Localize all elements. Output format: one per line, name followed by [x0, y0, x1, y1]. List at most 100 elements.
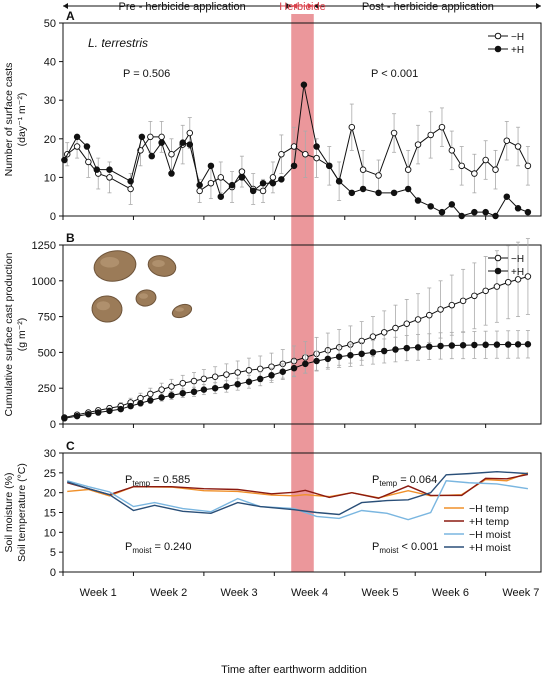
- data-point-open: [348, 123, 356, 131]
- earthworm-cast-highlight: [139, 293, 148, 299]
- data-point-filled: [438, 208, 446, 216]
- series-line-plus-moist: [67, 470, 528, 516]
- legend-label: −H moist: [469, 529, 511, 541]
- data-point-open: [514, 143, 522, 150]
- data-point-filled: [127, 178, 134, 185]
- data-point-open: [359, 166, 367, 173]
- data-point-open: [414, 141, 422, 148]
- data-point-filled: [94, 409, 102, 416]
- data-point-filled: [493, 341, 501, 348]
- y-tick-label: 750: [38, 312, 56, 324]
- data-point-filled: [392, 346, 399, 353]
- data-point-filled: [300, 81, 308, 89]
- stat-label: Pmoist < 0.001: [372, 541, 439, 555]
- data-point-open: [256, 365, 264, 373]
- data-point-filled: [207, 162, 215, 170]
- data-point-open: [168, 383, 175, 390]
- data-point-filled: [503, 193, 511, 200]
- data-point-open: [448, 301, 456, 309]
- y-tick-label: 10: [44, 527, 56, 539]
- data-point-open: [524, 162, 532, 170]
- data-point-open: [190, 377, 198, 385]
- data-point-open: [168, 150, 175, 158]
- y-tick-label: 0: [50, 419, 56, 431]
- data-point-filled: [426, 343, 433, 350]
- data-point-filled: [279, 368, 287, 375]
- data-point-open: [503, 137, 511, 144]
- data-point-filled: [147, 397, 154, 404]
- panel-letter: B: [66, 231, 75, 245]
- data-point-open: [471, 170, 478, 177]
- herbicide-label: Herbicide: [279, 1, 325, 13]
- data-point-filled: [223, 383, 230, 390]
- data-point-filled: [168, 170, 175, 177]
- data-point-filled: [196, 181, 203, 189]
- data-point-filled: [335, 353, 343, 360]
- data-point-filled: [234, 380, 241, 388]
- data-point-open: [448, 147, 456, 154]
- data-point-open: [482, 156, 489, 164]
- x-axis-label: Time after earthworm addition: [221, 664, 367, 676]
- data-point-filled: [190, 388, 198, 396]
- data-point-filled: [73, 412, 81, 420]
- data-point-filled: [504, 341, 512, 348]
- data-point-filled: [448, 342, 456, 349]
- data-point-filled: [359, 185, 367, 193]
- data-point-filled: [514, 205, 522, 212]
- data-point-filled: [217, 193, 225, 200]
- data-point-filled: [211, 384, 219, 392]
- data-point-filled: [148, 152, 156, 160]
- data-point-open: [426, 311, 433, 319]
- data-point-open: [245, 367, 253, 374]
- panel-letter: C: [66, 439, 75, 453]
- data-point-open: [238, 168, 246, 175]
- y-tick-label: 30: [44, 448, 56, 460]
- data-point-filled: [85, 411, 92, 418]
- data-point-filled: [335, 178, 343, 185]
- series-line-plus-temp: [67, 473, 529, 499]
- earthworm-cast-highlight: [152, 260, 165, 267]
- data-point-open: [313, 154, 320, 162]
- data-point-open: [223, 371, 230, 378]
- panel-frame: [62, 244, 542, 425]
- data-point-filled: [290, 162, 298, 170]
- data-point-filled: [348, 189, 356, 197]
- y-tick-label: 50: [44, 18, 56, 30]
- legend-label: −H: [511, 254, 524, 265]
- y-tick-label: 15: [44, 508, 56, 520]
- data-point-open: [147, 390, 154, 398]
- pre-arrow-left-icon: [63, 3, 68, 9]
- data-point-filled: [61, 156, 68, 164]
- y-tick-label: 0: [50, 567, 56, 579]
- panel-c: 0 5 10 15 20 25 30 C Ptemp = 0.585 Ptemp = 0.064 P…: [3, 439, 542, 599]
- data-point-open: [493, 283, 501, 290]
- y-tick-label: 1000: [32, 276, 56, 288]
- data-point-filled: [404, 185, 412, 193]
- x-tick-label: Week 4: [291, 587, 328, 599]
- data-point-filled: [458, 212, 465, 220]
- data-point-filled: [249, 187, 257, 195]
- data-point-filled: [448, 201, 456, 208]
- post-period-label: Post - herbicide application: [362, 1, 494, 13]
- y-tick-label: 40: [44, 57, 56, 69]
- data-point-open: [492, 166, 499, 173]
- legend-label: +H temp: [469, 516, 509, 528]
- data-point-filled: [324, 355, 332, 363]
- x-tick-label: Week 2: [150, 587, 187, 599]
- data-point-filled: [427, 203, 434, 210]
- panel-a: 0 10 20 30 40 50 A L. terrestris P = 0.506 P < 0.…: [3, 9, 542, 223]
- data-point-open: [302, 150, 309, 158]
- x-tick-label: Week 7: [502, 587, 539, 599]
- y-tick-label: 25: [44, 468, 56, 480]
- data-point-filled: [380, 347, 388, 355]
- panel-b: 0 250 500 750 1000 1250 B −H +H Cumulative surfac…: [3, 231, 542, 431]
- data-point-filled: [313, 143, 320, 150]
- stat-label: Ptemp = 0.064: [372, 474, 437, 488]
- y-tick-label: 500: [38, 347, 56, 359]
- data-point-filled: [414, 197, 422, 204]
- data-point-open: [438, 123, 446, 131]
- x-tick-label: Week 6: [432, 587, 469, 599]
- stat-label: Ptemp = 0.585: [125, 474, 190, 488]
- data-point-filled: [369, 349, 377, 356]
